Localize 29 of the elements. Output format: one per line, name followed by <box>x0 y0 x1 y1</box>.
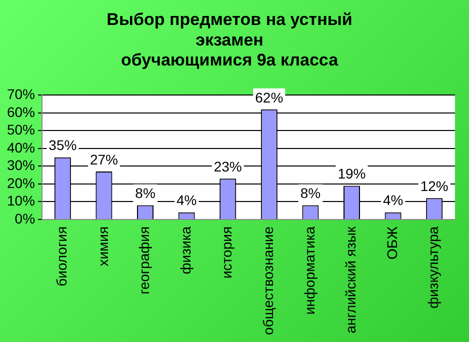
y-tick-label: 0% <box>14 210 36 226</box>
x-tick-label: история <box>218 226 235 279</box>
data-label: 27% <box>90 151 118 168</box>
data-label: 4% <box>382 192 404 208</box>
data-label: 12% <box>420 178 448 194</box>
y-tick-label: 70% <box>6 86 36 102</box>
y-tick-label: 50% <box>6 122 36 138</box>
data-label: 8% <box>300 185 321 202</box>
x-tick-label: обществознание <box>260 226 276 336</box>
y-tick-label: 40% <box>6 139 36 156</box>
x-tick-label: ОБЖ <box>384 226 400 260</box>
x-tick-label: биология <box>54 226 70 286</box>
data-label: 62% <box>255 89 284 106</box>
chart-title: Выбор предметов на устный экзамен обучающимися 9а класса <box>106 10 352 70</box>
y-tick-label: 20% <box>6 174 36 191</box>
x-tick-label: химия <box>94 226 111 266</box>
y-tick-label: 60% <box>6 104 36 120</box>
data-label: 35% <box>48 137 77 154</box>
y-tick-label: 10% <box>6 192 36 209</box>
y-tick-label: 30% <box>6 157 36 174</box>
x-tick-label: география <box>136 226 152 294</box>
x-tick-label: физкультура <box>425 226 442 309</box>
data-label: 4% <box>176 192 197 208</box>
x-tick-label: английский язык <box>342 226 359 334</box>
x-tick-label: информатика <box>301 226 318 315</box>
data-label: 19% <box>338 166 366 182</box>
data-label: 8% <box>135 185 156 202</box>
x-tick-label: физика <box>177 226 194 274</box>
data-label: 23% <box>214 158 242 174</box>
